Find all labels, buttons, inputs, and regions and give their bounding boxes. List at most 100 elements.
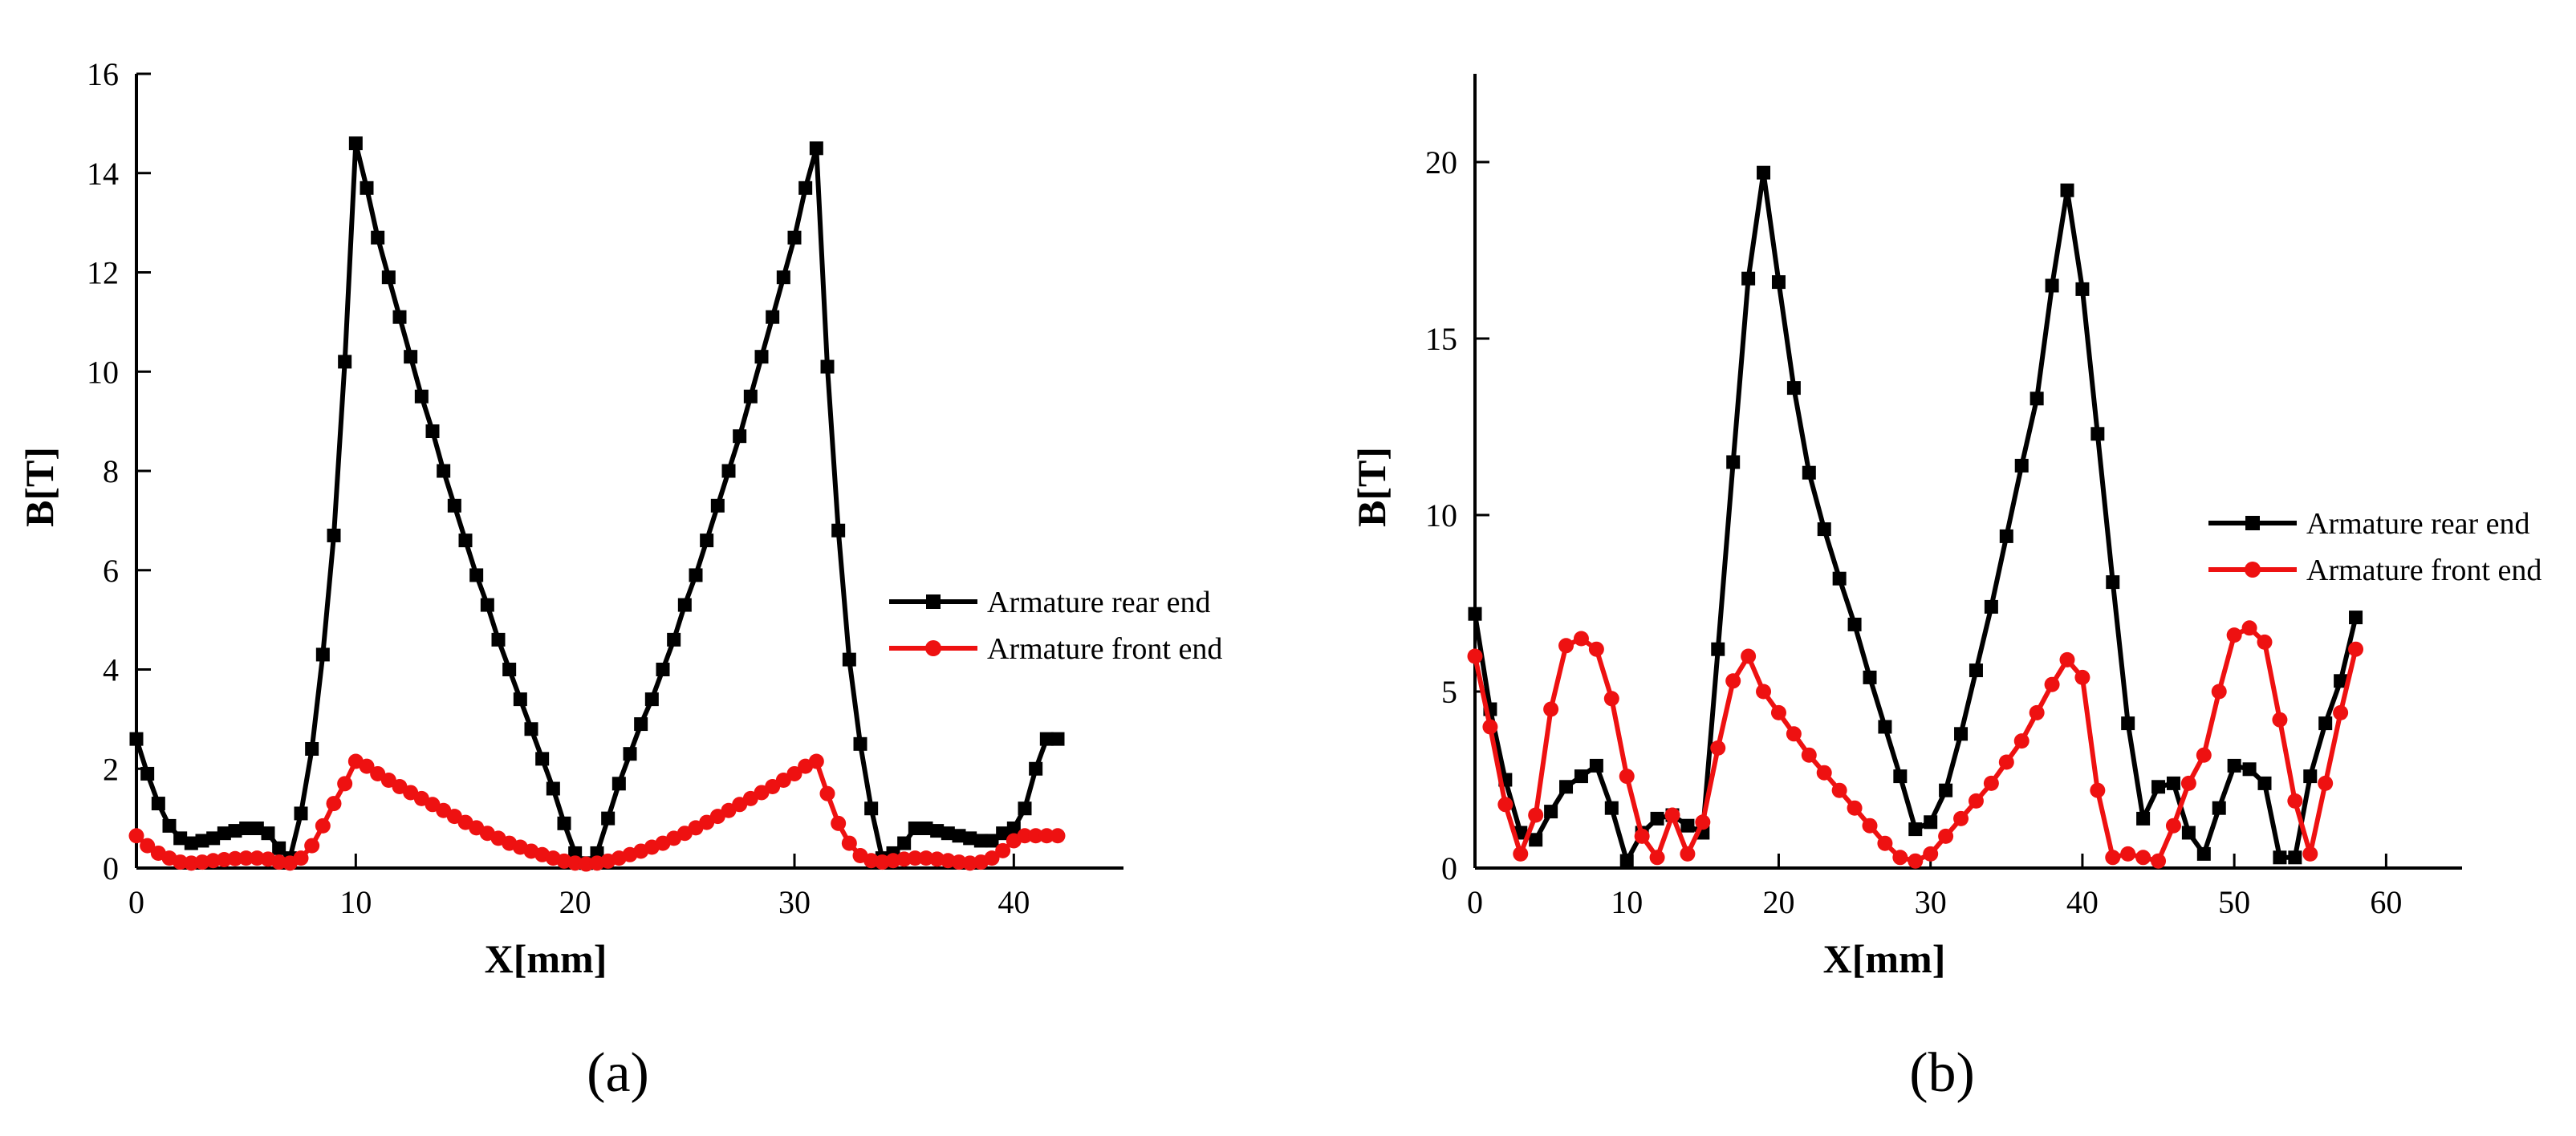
chart-a-data-point-circle [1017, 828, 1033, 844]
panel-label-b: (b) [1909, 1042, 1975, 1104]
chart-a-data-point-square [677, 598, 692, 612]
chart-a-data-point-square [776, 270, 790, 285]
chart-b-data-point-square [1726, 455, 1741, 469]
chart-a-series-line [134, 140, 1058, 866]
chart-a-data-point-square [809, 141, 823, 156]
chart-a-data-point-circle [567, 855, 583, 871]
chart-a-y-axis-title: B[T] [17, 447, 62, 527]
chart-a-data-point-circle [819, 785, 835, 801]
chart-a-data-point-square [371, 230, 385, 245]
chart-a-data-point-circle [216, 851, 232, 867]
chart-a-y-tick-label: 8 [103, 453, 119, 489]
chart-b-data-point-circle [1649, 850, 1665, 866]
chart-b-data-point-circle [2196, 747, 2212, 763]
chart-a-data-point-square [733, 429, 747, 444]
chart-a-data-point-square [513, 692, 527, 707]
chart-a-data-point-square [239, 822, 254, 835]
chart-a-data-point-circle [962, 855, 978, 871]
chart-b-data-point-square [2090, 427, 2105, 441]
chart-a-data-point-square [557, 816, 571, 830]
chart-a-data-point-square [656, 663, 670, 676]
chart-a-data-point-square [151, 797, 165, 811]
chart-b-data-point-square [1574, 769, 1588, 784]
chart-a-data-point-square [842, 652, 856, 667]
chart-a-data-point-circle [918, 850, 934, 866]
chart-b-data-point-square [2227, 758, 2241, 773]
chart-b-data-point-square [2060, 183, 2074, 197]
chart-b-data-point-circle [2180, 775, 2196, 791]
chart-b-data-point-circle [1513, 846, 1529, 862]
chart-a-data-point-square [392, 310, 407, 324]
chart-a-y-tick-label: 4 [103, 652, 119, 688]
chart-a-x-tick-label: 0 [128, 884, 144, 920]
chart-a-data-point-square [469, 568, 484, 582]
chart-b-data-point-square [1619, 854, 1634, 868]
chart-a-data-point-circle [140, 838, 156, 854]
chart-b-x-axis-title: X[mm] [1823, 936, 1946, 981]
chart-b-data-point-circle [1497, 797, 1514, 813]
chart-b-data-point-circle [2272, 712, 2288, 728]
chart-a-data-point-square [206, 831, 221, 846]
chart-a: 0 2 4 6 8 10 12 14 16 0 10 20 30 40 X[mm] B[T] Armature … [17, 56, 1222, 981]
chart-a-data-point-square [524, 722, 538, 736]
chart-a-legend-marker-circle [925, 640, 941, 656]
chart-b-data-point-square [2303, 769, 2318, 784]
chart-b-data-point-square [1680, 818, 1695, 833]
chart-a-y-tick-label: 12 [87, 255, 119, 291]
chart-a-y-tick-label: 2 [103, 751, 119, 787]
chart-b-data-point-circle [1908, 853, 1924, 869]
chart-a-data-point-square [1006, 822, 1021, 835]
chart-b-y-tick-label: 20 [1425, 144, 1457, 181]
chart-a-data-point-circle [786, 765, 802, 781]
chart-b-data-point-circle [2302, 846, 2318, 862]
chart-a-data-point-square [798, 181, 813, 195]
chart-b-data-point-square [2196, 846, 2211, 861]
chart-a-data-point-square [458, 534, 473, 548]
chart-b-data-point-circle [2105, 850, 2121, 866]
chart-b-data-point-square [1559, 780, 1574, 794]
chart-a-data-point-square [140, 766, 155, 781]
chart-b-data-point-circle [1801, 747, 1817, 763]
chart-a-legend-marker-square [926, 594, 941, 609]
chart-a-data-point-square [985, 834, 999, 848]
chart-a-data-point-square [294, 806, 308, 821]
chart-b-data-point-circle [2074, 669, 2090, 685]
chart-b-data-point-square [1969, 663, 1983, 678]
chart-a-data-point-square [743, 389, 758, 404]
chart-b-data-point-square [1893, 769, 1908, 784]
chart-b-data-point-square [2075, 282, 2090, 296]
chart-b-legend-label: Armature rear end [2306, 507, 2530, 541]
chart-b-data-point-square [2257, 776, 2272, 790]
chart-b-data-point-square [2136, 811, 2151, 826]
chart-b-data-point-circle [1983, 775, 1999, 791]
chart-b-data-point-circle [2287, 793, 2303, 809]
chart-b-data-point-circle [1725, 673, 1741, 689]
chart-b-data-point-square [2288, 850, 2302, 865]
chart-a-x-tick-label: 40 [997, 884, 1030, 920]
chart-a-data-point-square [173, 831, 188, 846]
chart-b-data-point-square [1908, 822, 1923, 837]
chart-b-x-tick-label: 30 [1915, 884, 1947, 920]
chart-b-data-point-square [1604, 801, 1619, 815]
chart-b-data-point-square [1786, 381, 1801, 396]
chart-b-data-point-circle [1528, 807, 1544, 823]
chart-a-data-point-square [502, 663, 517, 676]
chart-a-data-point-square [787, 230, 802, 245]
chart-b-data-point-circle [1588, 641, 1604, 657]
chart-b-data-point-circle [2090, 782, 2106, 798]
chart-a-data-point-square [228, 824, 242, 838]
chart-a-data-point-circle [183, 855, 199, 871]
chart-b-data-point-circle [1558, 638, 1574, 654]
chart-b-y-tick-label: 15 [1425, 321, 1457, 357]
chart-b-data-point-circle [2059, 651, 2075, 667]
chart-a-data-point-circle [907, 850, 923, 866]
chart-b-data-point-circle [1664, 807, 1680, 823]
chart-b-data-point-square [1771, 275, 1786, 290]
chart-b-data-point-circle [1877, 835, 1893, 851]
chart-b-data-point-circle [1816, 765, 1832, 781]
chart-a-data-point-square [381, 270, 396, 285]
chart-a-data-point-square [272, 841, 286, 855]
chart-b-data-point-circle [1695, 814, 1711, 830]
chart-b-data-point-circle [1619, 769, 1635, 785]
chart-b-data-point-square [2349, 611, 2363, 625]
